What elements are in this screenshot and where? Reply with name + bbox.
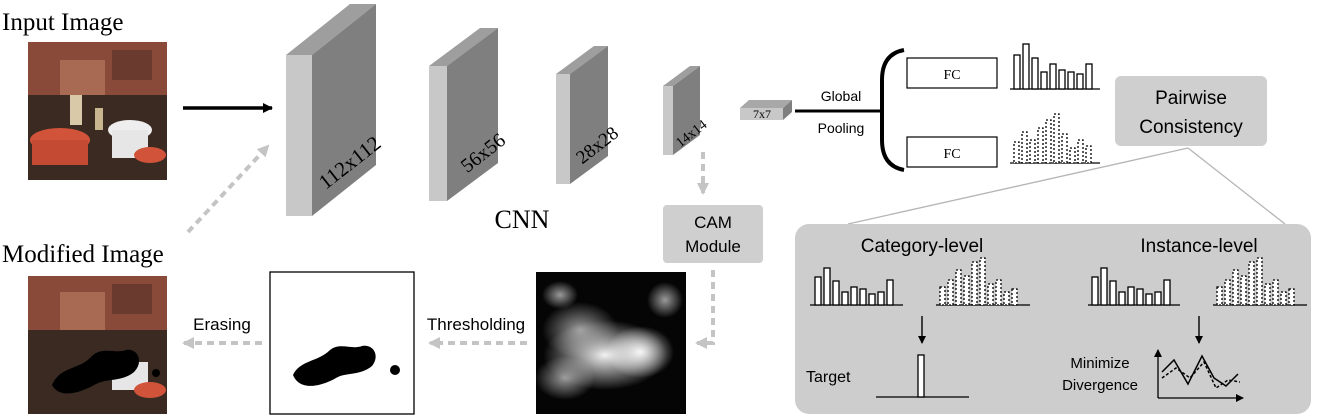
input-image-label: Input Image — [2, 9, 123, 36]
thresholding-label: Thresholding — [427, 315, 525, 334]
layer-block-7 — [740, 100, 792, 120]
divergence-plot-icon — [1154, 349, 1244, 402]
category-dashed-histogram-icon — [936, 257, 1030, 306]
category-level-label: Category-level — [861, 236, 984, 257]
target-label: Target — [806, 369, 851, 386]
pairwise-label-1: Pairwise — [1155, 88, 1227, 109]
fc-top-label: FC — [943, 68, 960, 83]
cam-label-2: Module — [685, 237, 741, 256]
feedback-arrow — [186, 144, 270, 234]
pairwise-label-2: Consistency — [1139, 117, 1243, 138]
layer-block-14 — [663, 66, 700, 155]
fc-top-box — [906, 57, 998, 89]
input-photo-icon — [28, 42, 167, 180]
pairwise-consistency-box — [1115, 76, 1267, 146]
layer-block-28 — [556, 46, 608, 184]
heatmap-icon — [535, 272, 686, 414]
instance-level-label: Instance-level — [1140, 236, 1257, 257]
layer-block-56 — [429, 28, 498, 201]
modified-photo-icon — [28, 276, 167, 414]
split-brace — [880, 48, 905, 172]
instance-solid-histogram-icon — [1088, 267, 1180, 306]
fc-bottom-histogram-icon — [1010, 113, 1100, 164]
cam-label-1: CAM — [694, 213, 732, 232]
fc-bottom-box — [906, 136, 998, 168]
divergence-label: Divergence — [1062, 377, 1138, 394]
minimize-label: Minimize — [1070, 355, 1129, 372]
layer-label-7: 7x7 — [753, 107, 771, 121]
binary-mask-icon — [269, 271, 415, 415]
modified-image-label: Modified Image — [2, 241, 164, 268]
instance-dashed-histogram-icon — [1213, 257, 1307, 306]
fc-bottom-label: FC — [943, 147, 960, 162]
target-onehot-icon — [876, 354, 969, 398]
fc-top-histogram-icon — [1010, 43, 1100, 90]
layer-block-112 — [286, 4, 376, 216]
pooling-label: Pooling — [818, 120, 865, 136]
category-solid-histogram-icon — [810, 267, 903, 306]
callout-line-right — [1187, 147, 1286, 225]
callout-line-left — [847, 147, 1189, 225]
erasing-label: Erasing — [193, 315, 251, 334]
cnn-label: CNN — [495, 205, 550, 234]
global-label: Global — [821, 88, 861, 104]
cam-to-heatmap-arrow — [695, 270, 715, 349]
cam-module-box — [663, 205, 763, 263]
